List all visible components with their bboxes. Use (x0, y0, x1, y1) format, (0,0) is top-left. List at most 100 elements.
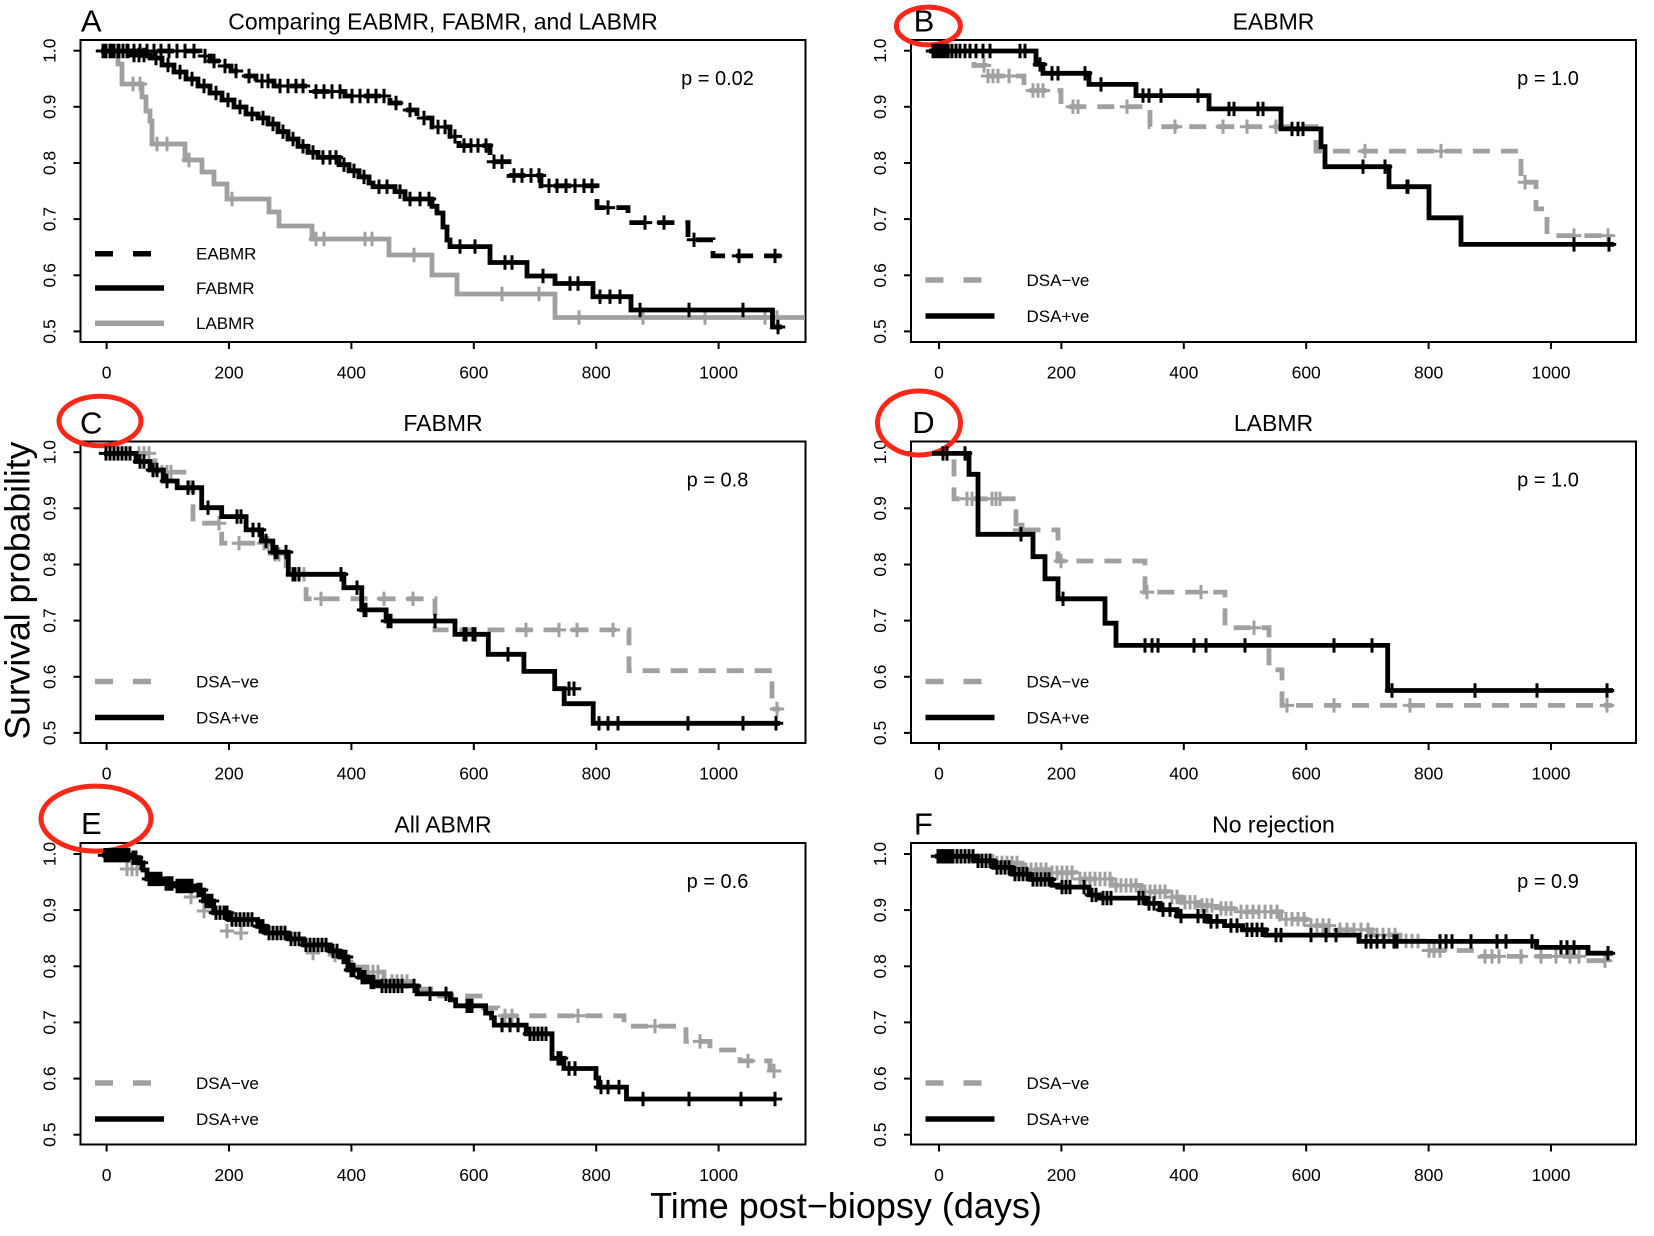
svg-text:DSA+ve: DSA+ve (1027, 307, 1090, 326)
svg-text:FABMR: FABMR (196, 279, 255, 298)
svg-text:D: D (912, 405, 934, 440)
svg-text:600: 600 (1292, 763, 1321, 783)
svg-text:0: 0 (934, 1165, 944, 1185)
svg-text:0.8: 0.8 (39, 151, 59, 175)
svg-text:No rejection: No rejection (1212, 812, 1335, 838)
svg-text:0: 0 (934, 362, 944, 382)
svg-text:1000: 1000 (1532, 763, 1571, 783)
svg-text:LABMR: LABMR (196, 314, 255, 333)
svg-text:0.6: 0.6 (870, 263, 890, 287)
svg-text:400: 400 (337, 763, 366, 783)
svg-text:600: 600 (1292, 1165, 1321, 1185)
svg-text:EABMR: EABMR (1233, 9, 1315, 35)
svg-text:F: F (914, 807, 933, 842)
svg-text:0.5: 0.5 (39, 319, 59, 343)
svg-text:1.0: 1.0 (39, 38, 59, 63)
svg-text:DSA+ve: DSA+ve (196, 1110, 259, 1129)
svg-text:C: C (80, 406, 102, 441)
svg-text:p = 0.02: p = 0.02 (681, 68, 754, 90)
svg-text:0.9: 0.9 (39, 898, 59, 922)
svg-text:0.5: 0.5 (870, 721, 890, 745)
svg-text:All ABMR: All ABMR (394, 812, 491, 838)
svg-text:B: B (914, 3, 935, 38)
svg-text:p = 0.9: p = 0.9 (1517, 871, 1579, 893)
svg-text:800: 800 (1414, 763, 1443, 783)
svg-text:800: 800 (582, 763, 611, 783)
svg-text:0.5: 0.5 (39, 1123, 59, 1147)
svg-text:A: A (81, 3, 102, 38)
svg-text:800: 800 (1414, 1165, 1443, 1185)
svg-text:DSA+ve: DSA+ve (1027, 709, 1090, 728)
svg-text:0: 0 (102, 362, 112, 382)
svg-text:0.7: 0.7 (870, 1010, 890, 1034)
svg-text:DSA+ve: DSA+ve (196, 709, 259, 728)
svg-text:400: 400 (337, 1165, 366, 1185)
svg-text:1.0: 1.0 (39, 842, 59, 867)
svg-text:0.9: 0.9 (870, 496, 890, 520)
svg-text:0.8: 0.8 (870, 954, 890, 978)
svg-text:p = 0.6: p = 0.6 (687, 871, 749, 893)
svg-text:0.6: 0.6 (39, 1066, 59, 1090)
svg-text:0.8: 0.8 (39, 552, 59, 576)
svg-text:0.5: 0.5 (870, 1123, 890, 1147)
svg-text:FABMR: FABMR (403, 410, 482, 436)
svg-text:0.9: 0.9 (39, 496, 59, 520)
svg-text:200: 200 (214, 1165, 243, 1185)
svg-text:DSA+ve: DSA+ve (1027, 1110, 1090, 1129)
svg-text:400: 400 (1169, 1165, 1198, 1185)
svg-text:600: 600 (459, 1165, 488, 1185)
svg-text:800: 800 (1414, 362, 1443, 382)
svg-text:p = 0.8: p = 0.8 (687, 470, 749, 492)
svg-text:200: 200 (1047, 763, 1076, 783)
svg-text:0.6: 0.6 (870, 665, 890, 689)
svg-text:800: 800 (582, 1165, 611, 1185)
svg-text:DSA−ve: DSA−ve (196, 673, 259, 692)
svg-text:200: 200 (1047, 1165, 1076, 1185)
svg-text:0.8: 0.8 (39, 954, 59, 978)
svg-text:EABMR: EABMR (196, 245, 256, 264)
svg-text:1000: 1000 (699, 763, 738, 783)
svg-text:600: 600 (1292, 362, 1321, 382)
svg-text:DSA−ve: DSA−ve (196, 1074, 259, 1093)
svg-text:400: 400 (337, 362, 366, 382)
svg-text:0.8: 0.8 (870, 151, 890, 175)
svg-text:Survival probability: Survival probability (0, 441, 38, 739)
svg-text:0.9: 0.9 (870, 898, 890, 922)
svg-text:600: 600 (459, 763, 488, 783)
svg-text:0.7: 0.7 (870, 608, 890, 632)
svg-text:200: 200 (214, 763, 243, 783)
svg-text:400: 400 (1169, 763, 1198, 783)
svg-text:200: 200 (1047, 362, 1076, 382)
svg-text:1.0: 1.0 (870, 38, 890, 63)
svg-text:0.8: 0.8 (870, 552, 890, 576)
svg-text:0: 0 (934, 763, 944, 783)
svg-text:0.7: 0.7 (39, 207, 59, 231)
svg-text:0: 0 (102, 763, 112, 783)
svg-text:DSA−ve: DSA−ve (1027, 271, 1090, 290)
svg-text:600: 600 (459, 362, 488, 382)
svg-text:1000: 1000 (1532, 362, 1571, 382)
svg-text:1000: 1000 (699, 1165, 738, 1185)
svg-text:400: 400 (1169, 362, 1198, 382)
svg-text:LABMR: LABMR (1234, 410, 1313, 436)
svg-text:0.9: 0.9 (39, 95, 59, 119)
svg-text:1.0: 1.0 (39, 440, 59, 465)
svg-text:1.0: 1.0 (870, 440, 890, 465)
svg-text:0.7: 0.7 (39, 608, 59, 632)
svg-text:0.5: 0.5 (39, 721, 59, 745)
svg-text:1000: 1000 (1532, 1165, 1571, 1185)
svg-text:0.6: 0.6 (39, 263, 59, 287)
svg-text:0.6: 0.6 (870, 1066, 890, 1090)
svg-text:DSA−ve: DSA−ve (1027, 1074, 1090, 1093)
svg-text:p = 1.0: p = 1.0 (1517, 68, 1579, 90)
svg-text:1.0: 1.0 (870, 842, 890, 867)
svg-text:0: 0 (102, 1165, 112, 1185)
svg-text:0.9: 0.9 (870, 95, 890, 119)
svg-text:E: E (81, 806, 102, 841)
svg-text:0.5: 0.5 (870, 319, 890, 343)
svg-text:200: 200 (214, 362, 243, 382)
svg-text:p = 1.0: p = 1.0 (1517, 470, 1579, 492)
svg-text:800: 800 (582, 362, 611, 382)
svg-text:0.6: 0.6 (39, 665, 59, 689)
svg-text:DSA−ve: DSA−ve (1027, 673, 1090, 692)
